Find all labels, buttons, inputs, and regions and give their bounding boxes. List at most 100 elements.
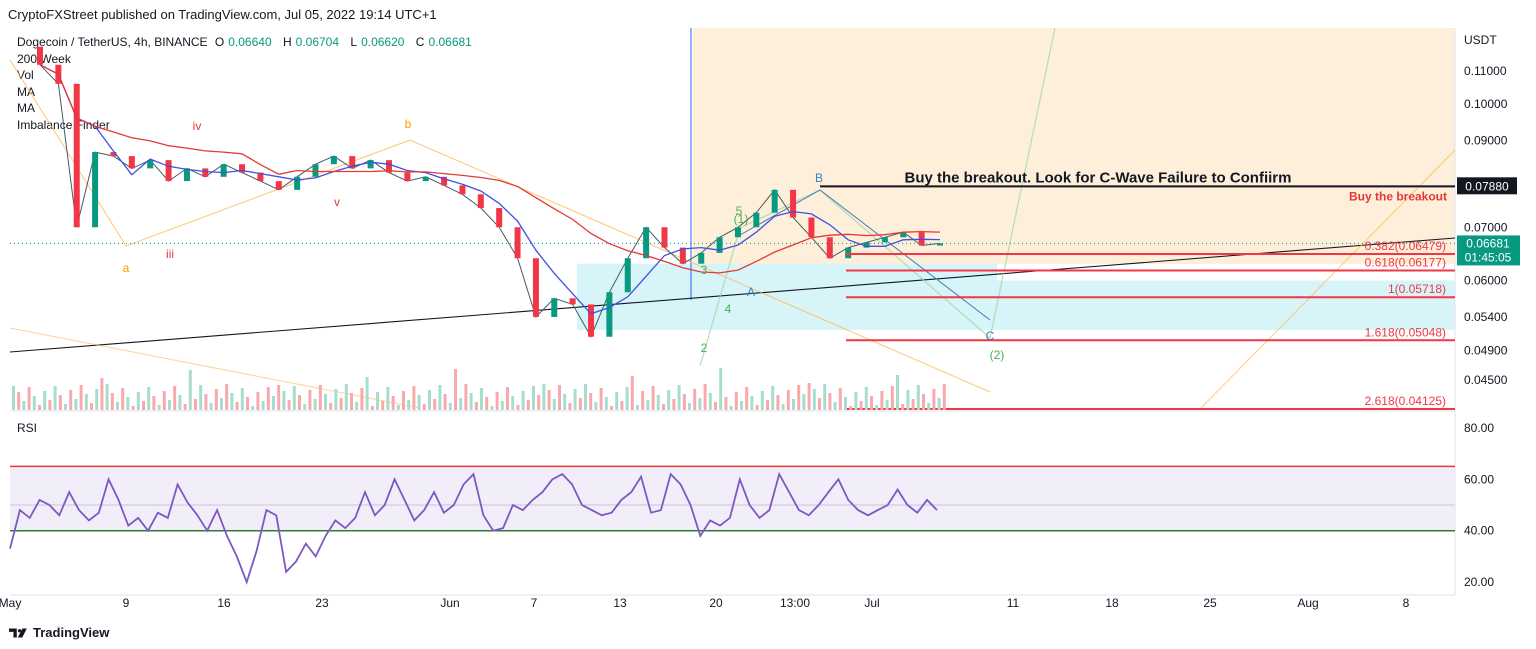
volume-bar [792,399,795,410]
volume-bar [526,400,530,410]
ohlc-row: Dogecoin / TetherUS, 4h, BINANCE O 0.0664… [17,34,480,51]
volume-bar [537,395,541,410]
candle [404,172,411,182]
breakout-price-tag [1457,177,1517,195]
wave-label: iii [166,247,174,261]
indicator-ma-1[interactable]: MA [17,84,35,99]
volume-bar [376,392,379,410]
volume-bar [729,406,733,410]
rsi-tick-label: 60.00 [1464,472,1494,486]
volume-bar [724,397,728,410]
x-tick-label: 11 [1007,596,1020,610]
volume-bar [386,387,390,410]
volume-bar [292,386,296,410]
volume-bar [90,403,93,410]
x-tick-label: 7 [531,596,538,610]
price-tick-label: 0.07000 [1464,220,1508,234]
volume-bar [17,392,21,410]
volume-bar [625,387,629,410]
x-tick-label: 13 [613,596,627,610]
volume-bar [911,399,915,410]
volume-bar [282,391,286,410]
x-tick-label: 18 [1105,596,1119,610]
volume-bar [422,404,426,410]
candle [128,156,135,169]
volume-bar [688,403,691,410]
volume-bar [459,398,463,410]
candle [496,208,503,228]
price-tick-label: 0.10000 [1464,97,1508,111]
volume-bar [84,394,88,410]
volume-bar [818,398,821,410]
volume-bar [755,405,759,410]
volume-bar [147,387,151,410]
volume-bar [173,386,177,410]
volume-bar [901,404,905,410]
volume-bar [199,385,203,410]
tradingview-logo-icon [9,628,27,637]
volume-bar [495,392,499,410]
volume-bar [823,384,827,410]
candle [661,227,668,248]
volume-bar [672,399,676,410]
publisher-header: CryptoFXStreet published on TradingView.… [8,7,437,22]
price-tick-label: 0.04900 [1464,344,1508,358]
volume-bar [355,402,359,410]
volume-bar [53,386,57,410]
indicator-ma-2[interactable]: MA [17,101,35,115]
volume-bar [209,403,213,410]
candle [422,176,429,182]
tradingview-footer[interactable]: TradingView [9,625,109,640]
volume-bar [308,390,312,410]
chart-annotation: Buy the breakout. Look for C-Wave Failur… [905,169,1292,186]
candle [606,292,613,337]
candle [37,46,43,65]
candle [275,181,282,190]
volume-bar [350,393,353,410]
wave-label: C [986,329,995,343]
indicator-200-week[interactable]: 200 Week [17,51,71,66]
volume-bar [682,394,686,410]
volume-bar [251,406,255,410]
volume-bar [542,384,546,410]
volume-bar [402,391,405,410]
volume-bar [656,395,660,410]
rsi-band [10,466,1455,531]
wave-label: iv [193,119,202,133]
candle [294,176,301,190]
volume-bar [558,385,561,410]
volume-bar [246,397,249,410]
volume-bar [168,400,171,410]
volume-bar [516,405,520,410]
candle [698,252,705,264]
candle [349,156,356,169]
price-tick-label: 0.09000 [1464,133,1508,147]
volume-bar [521,391,525,410]
volume-bar [693,389,697,410]
candle [514,227,521,259]
volume-bar [844,397,847,410]
volume-bar [807,383,811,410]
candle [734,227,741,238]
candle [900,232,907,238]
volume-bar [906,390,910,410]
candle [477,194,484,209]
volume-bar [667,390,671,410]
volume-bar [162,391,166,410]
volume-bar [740,401,743,410]
volume-bar [194,399,197,410]
volume-bar [781,404,785,410]
volume-bar [412,386,416,410]
price-axis-unit: USDT [1464,33,1497,47]
volume-bar [298,395,301,410]
volume-bar [188,370,192,410]
volume-bar [859,401,863,410]
symbol-name[interactable]: Dogecoin / TetherUS, 4h, BINANCE [17,35,208,49]
ohlc-close: C 0.06681 [415,35,472,49]
volume-bar [256,392,260,410]
wave-label: (2) [990,348,1005,362]
candle [753,212,760,228]
volume-bar [490,406,494,410]
candle [569,298,576,305]
